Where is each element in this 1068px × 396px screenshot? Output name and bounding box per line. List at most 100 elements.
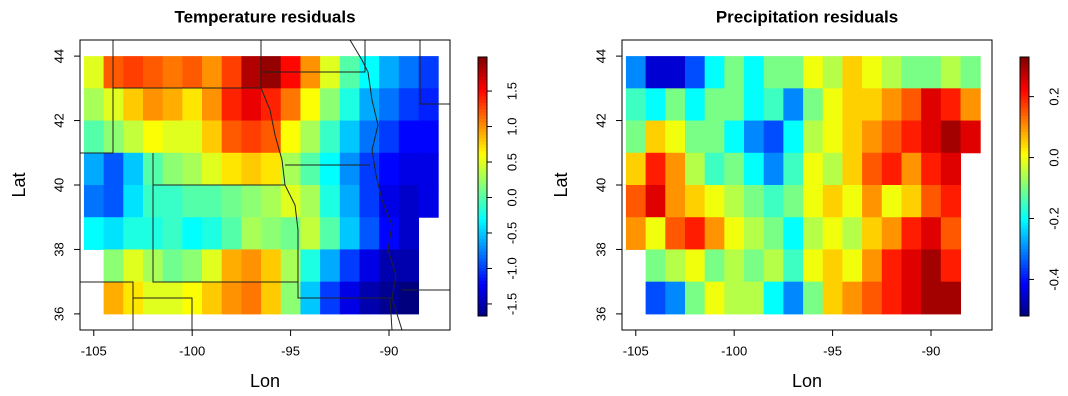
heat-cell — [625, 217, 647, 250]
heat-cell — [261, 152, 282, 186]
x-tick-label: -95 — [281, 343, 300, 358]
colorbar-swatch — [478, 141, 487, 145]
colorbar-swatch — [478, 209, 487, 213]
x-tick-label: -100 — [721, 343, 747, 358]
heat-cell — [803, 185, 824, 218]
heat-cell — [261, 217, 282, 250]
heat-cell — [803, 281, 824, 315]
colorbar-swatch — [478, 228, 487, 233]
colorbar-swatch — [478, 163, 487, 168]
heat-cell — [162, 56, 183, 89]
heat-cell — [783, 56, 804, 89]
heatmap-cells — [625, 56, 981, 315]
heat-cell — [803, 88, 824, 122]
heat-cell — [261, 88, 282, 122]
heat-cell — [940, 56, 962, 89]
heat-cell — [645, 56, 666, 89]
heat-cell — [379, 249, 400, 283]
heat-cell — [803, 120, 824, 154]
heat-cell — [842, 120, 863, 154]
colorbar-swatch — [1020, 299, 1029, 304]
y-tick-label: 38 — [51, 242, 66, 256]
colorbar-swatch — [478, 215, 487, 220]
colorbar-swatch — [478, 299, 487, 304]
colorbar-tick-label: -0.4 — [1046, 268, 1061, 290]
colorbar-swatch — [1020, 141, 1029, 145]
heat-cell — [261, 249, 282, 283]
colorbar-tick-label: -1.0 — [504, 257, 519, 279]
colorbar-swatch — [478, 95, 487, 100]
heat-cell — [901, 249, 922, 283]
heat-cell — [182, 56, 203, 89]
colorbar-swatch — [478, 57, 487, 61]
heat-cell — [398, 249, 420, 283]
heat-cell — [103, 281, 124, 315]
heat-cell — [280, 185, 301, 218]
heat-cell — [418, 152, 439, 186]
heat-cell — [398, 281, 420, 315]
colorbar-swatch — [478, 173, 487, 178]
heat-cell — [744, 249, 765, 283]
heat-cell — [901, 281, 922, 315]
heat-cell — [202, 120, 223, 154]
heat-cell — [142, 56, 164, 89]
heat-cell — [665, 56, 686, 89]
colorbar-swatch — [1020, 163, 1029, 168]
heat-cell — [241, 217, 262, 250]
heat-cell — [763, 88, 784, 122]
colorbar-swatch — [478, 196, 487, 200]
colorbar-swatch — [1020, 192, 1029, 197]
colorbar-swatch — [478, 144, 487, 149]
heat-cell — [320, 185, 341, 218]
heat-cell — [704, 88, 725, 122]
heat-cell — [202, 152, 223, 186]
heat-cell — [261, 185, 282, 218]
colorbar-swatch — [478, 121, 487, 126]
heat-cell — [300, 185, 321, 218]
y-tick-label: 40 — [593, 178, 608, 192]
heat-cell — [783, 249, 804, 283]
colorbar-swatch — [1020, 150, 1029, 155]
heat-cell — [901, 56, 922, 89]
heat-cell — [241, 56, 262, 89]
heat-cell — [862, 249, 883, 283]
colorbar-swatch — [478, 273, 487, 278]
heat-cell — [123, 249, 144, 283]
heat-cell — [822, 249, 843, 283]
heat-cell — [142, 120, 164, 154]
heat-cell — [398, 88, 420, 122]
heat-cell — [665, 185, 686, 218]
colorbar-swatch — [478, 189, 487, 194]
heat-cell — [724, 152, 745, 186]
heat-cell — [359, 249, 380, 283]
colorbar-swatch — [478, 218, 487, 223]
colorbar-swatch — [478, 167, 487, 171]
colorbar-frame — [1019, 56, 1030, 317]
colorbar-swatch — [1020, 251, 1029, 255]
heat-cell — [744, 56, 765, 89]
colorbar-swatch — [478, 131, 487, 136]
colorbar-swatch — [1020, 128, 1029, 132]
heat-cell — [162, 217, 183, 250]
heat-cell — [261, 120, 282, 154]
heat-cell — [803, 152, 824, 186]
colorbar-swatch — [478, 290, 487, 294]
heat-cell — [704, 120, 725, 154]
heat-cell — [862, 120, 883, 154]
colorbar-swatch — [1020, 79, 1029, 84]
heat-cell — [241, 88, 262, 122]
colorbar-swatch — [478, 202, 487, 207]
heat-cell — [320, 120, 341, 154]
heat-cell — [202, 249, 223, 283]
heat-cell — [704, 281, 725, 315]
heat-cell — [300, 88, 321, 122]
colorbar-swatch — [478, 170, 487, 175]
heat-cell — [645, 217, 666, 250]
heat-cell — [724, 56, 745, 89]
heat-cell — [704, 56, 725, 89]
heat-cell — [83, 56, 105, 89]
colorbar-swatch — [478, 89, 487, 94]
heat-cell — [724, 120, 745, 154]
heat-cell — [280, 217, 301, 250]
heat-cell — [960, 120, 981, 154]
